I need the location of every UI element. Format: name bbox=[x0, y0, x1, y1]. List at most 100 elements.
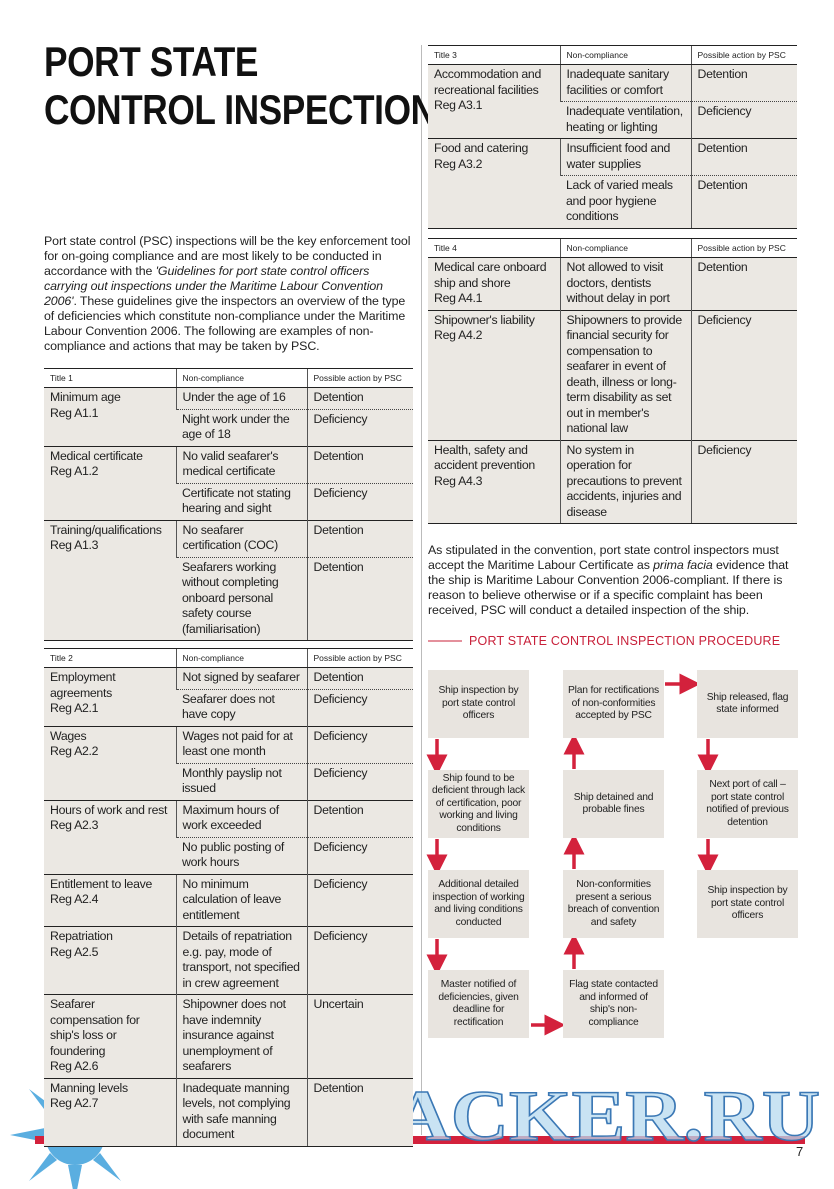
regulation: Reg A1.1 bbox=[50, 405, 99, 420]
area-name: Wages bbox=[50, 728, 87, 743]
regulation: Reg A2.2 bbox=[50, 744, 99, 758]
header-cell: Possible action by PSC bbox=[306, 648, 413, 668]
non-compliance-cell: Inadequate ventilation, heating or light… bbox=[560, 101, 691, 139]
header-cell: Possible action by PSC bbox=[690, 238, 797, 258]
action-cell: Deficiency bbox=[306, 762, 413, 800]
flow-box: Non-conformities present a serious breac… bbox=[563, 870, 664, 938]
table-row: Night work under the age of 18 Deficiency bbox=[44, 408, 413, 446]
table-row: Minimum age Reg A1.1 Under the age of 16 De… bbox=[44, 387, 413, 446]
flow-box: Master notified of deficiencies, given d… bbox=[428, 970, 529, 1038]
compliance-table: Title 4 Non-compliance Possible action by … bbox=[428, 238, 797, 524]
table-row: Seafarers working without completing onb… bbox=[44, 556, 413, 641]
table-row: Monthly payslip not issued Deficiency bbox=[44, 762, 413, 800]
regulation: Reg A4.1 bbox=[434, 291, 483, 305]
non-compliance-cell: Lack of varied meals and poor hygiene co… bbox=[560, 175, 691, 229]
area-name: Food and catering bbox=[434, 141, 529, 155]
area-name: Employment agreements bbox=[50, 670, 116, 700]
table-row: Seafarer does not have copy Deficiency bbox=[44, 688, 413, 726]
action-cell: Deficiency bbox=[306, 926, 413, 995]
action-cell: Detention bbox=[306, 799, 413, 837]
action-cell: Detention bbox=[306, 387, 413, 409]
action-cell: Deficiency bbox=[306, 688, 413, 726]
regulation: Reg A1.2 bbox=[50, 464, 99, 478]
action-cell: Deficiency bbox=[690, 309, 797, 440]
area-cell: Accommodation and recreational facilitie… bbox=[428, 64, 560, 139]
area-cell: Manning levels Reg A2.7 bbox=[44, 1077, 176, 1147]
action-cell: Detention bbox=[306, 1077, 413, 1147]
intro-text: . These guidelines give the inspectors a… bbox=[44, 294, 406, 353]
area-name: Medical care onboard ship and shore bbox=[434, 260, 547, 290]
area-name: Repatriation bbox=[50, 929, 113, 943]
area-name: Training/qualifications bbox=[50, 522, 162, 537]
non-compliance-cell: Seafarer does not have copy bbox=[176, 688, 307, 726]
regulation: Reg A3.2 bbox=[434, 156, 483, 171]
action-cell: Deficiency bbox=[306, 725, 413, 763]
column-divider bbox=[421, 45, 422, 1135]
area-cell: Minimum age Reg A1.1 bbox=[44, 387, 176, 446]
table-row: Employment agreements Reg A2.1 Not signed … bbox=[44, 667, 413, 726]
area-cell: Hours of work and rest Reg A2.3 bbox=[44, 799, 176, 874]
table-row: Seafarer compensation for ship's loss or… bbox=[44, 994, 413, 1078]
area-name: Seafarer compensation for ship's loss or… bbox=[50, 997, 140, 1058]
area-name: Medical certificate bbox=[50, 448, 143, 463]
non-compliance-cell: Insufficient food and water supplies bbox=[559, 138, 691, 176]
area-name: Entitlement to leave bbox=[50, 876, 153, 891]
flow-box: Ship inspection by port state control of… bbox=[428, 670, 529, 738]
table-row: Training/qualifications Reg A1.3 No seafar… bbox=[44, 519, 413, 641]
non-compliance-cell: Seafarers working without completing onb… bbox=[176, 556, 307, 641]
arrows bbox=[426, 673, 719, 1036]
action-cell: Detention bbox=[306, 519, 413, 557]
page-number: 7 bbox=[796, 1144, 803, 1159]
non-compliance-cell: No public posting of work hours bbox=[176, 836, 307, 874]
table-row: Entitlement to leave Reg A2.4 No minimum c… bbox=[44, 873, 413, 927]
table-row: Wages Reg A2.2 Wages not paid for at least… bbox=[44, 725, 413, 800]
header-cell: Non-compliance bbox=[559, 45, 691, 65]
intro-paragraph: Port state control (PSC) inspections wil… bbox=[44, 234, 414, 354]
area-name: Accommodation and recreational facilitie… bbox=[434, 67, 542, 97]
action-cell: Detention bbox=[690, 257, 797, 310]
closing-emphasis: prima facia bbox=[653, 558, 713, 572]
action-cell: Deficiency bbox=[306, 836, 413, 874]
action-cell: Deficiency bbox=[690, 101, 797, 139]
area-cell: Training/qualifications Reg A1.3 bbox=[44, 519, 176, 641]
table-row: Accommodation and recreational facilitie… bbox=[428, 64, 797, 139]
non-compliance-cell: Monthly payslip not issued bbox=[176, 762, 307, 800]
watermark-bar bbox=[35, 1136, 805, 1144]
header-row: Title 3 Non-compliance Possible action by … bbox=[428, 45, 797, 65]
non-compliance-cell: Not allowed to visit doctors, dentists w… bbox=[559, 257, 691, 310]
header-row: Title 1 Non-compliance Possible action by … bbox=[44, 368, 413, 388]
header-cell: Title 3 bbox=[428, 45, 560, 65]
flow-box: Plan for rectifications of non-conformit… bbox=[563, 670, 664, 738]
header-cell: Title 2 bbox=[44, 648, 176, 668]
non-compliance-cell: No minimum calculation of leave entitlem… bbox=[175, 873, 307, 927]
intro-text: Port state control (PSC) inspections wil… bbox=[44, 234, 411, 278]
action-cell: Detention bbox=[690, 64, 797, 102]
area-name: Minimum age bbox=[50, 390, 121, 404]
closing-text: As stipulated in the convention, port st… bbox=[428, 543, 779, 572]
header-cell: Title 1 bbox=[44, 368, 176, 388]
area-cell: Food and catering Reg A3.2 bbox=[428, 138, 560, 229]
header-cell: Non-compliance bbox=[175, 368, 307, 388]
header-row: Title 4 Non-compliance Possible action by … bbox=[428, 238, 797, 258]
table-row: Repatriation Reg A2.5 Details of repatriat… bbox=[44, 926, 413, 995]
non-compliance-cell: No seafarer certification (COC) bbox=[175, 519, 307, 557]
table-row: Medical certificate Reg A1.2 No valid seaf… bbox=[44, 445, 413, 520]
flow-box: Flag state contacted and informed of shi… bbox=[563, 970, 664, 1038]
table-row: Hours of work and rest Reg A2.3 Maximum ho… bbox=[44, 799, 413, 874]
action-cell: Detention bbox=[306, 445, 413, 483]
area-name: Shipowner's liability bbox=[434, 312, 535, 327]
non-compliance-cell: Night work under the age of 18 bbox=[176, 408, 307, 446]
regulation: Reg A3.1 bbox=[434, 98, 483, 112]
table-row: Manning levels Reg A2.7 Inadequate manning… bbox=[44, 1077, 413, 1147]
page-title: PORT STATE CONTROL INSPECTION bbox=[44, 38, 436, 134]
non-compliance-cell: Details of repatriation e.g. pay, mode o… bbox=[175, 926, 307, 995]
regulation: Reg A4.3 bbox=[434, 473, 483, 488]
header-cell: Non-compliance bbox=[175, 648, 307, 668]
action-cell: Detention bbox=[306, 667, 413, 689]
area-cell: Health, safety and accident prevention Re… bbox=[428, 439, 560, 524]
non-compliance-cell: No valid seafarer's medical certificate bbox=[175, 445, 307, 483]
closing-text: evidence that the ship is Maritime Labou… bbox=[428, 558, 789, 617]
non-compliance-cell: No system in operation for precautions t… bbox=[559, 439, 691, 524]
action-cell: Deficiency bbox=[306, 482, 413, 520]
